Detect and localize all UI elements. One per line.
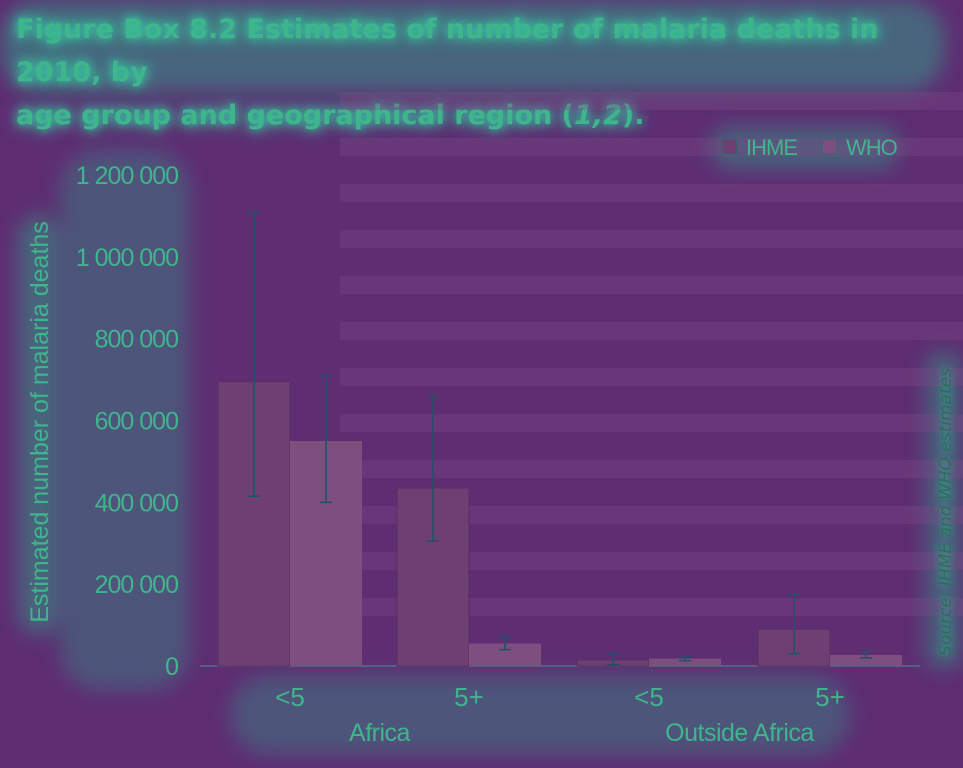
who-bar xyxy=(830,654,902,666)
background-stripe xyxy=(340,276,963,294)
figure-label: Figure Box 8.2 xyxy=(16,14,238,45)
background-stripe xyxy=(340,184,963,202)
y-tick-label: 1 200 000 xyxy=(76,162,178,190)
background-stripe xyxy=(340,506,963,524)
source-text: IHME and WHO estimates xyxy=(936,368,956,587)
background-stripe xyxy=(340,368,963,386)
figure-refs: 1,2 xyxy=(574,100,622,131)
y-tick-label: 800 000 xyxy=(95,326,178,354)
background-stripe xyxy=(340,92,963,110)
figure-title-text: Estimates of number of malaria deaths in… xyxy=(16,14,879,88)
background-stripe xyxy=(340,460,963,478)
who-bar xyxy=(649,658,721,666)
y-tick-label: 400 000 xyxy=(95,489,178,517)
x-tick-label: <5 xyxy=(634,682,664,712)
background-stripe xyxy=(340,138,963,156)
y-tick-label: 1 000 000 xyxy=(76,244,178,272)
background-stripe xyxy=(340,552,963,570)
group-label: Outside Africa xyxy=(665,719,814,747)
legend-swatch xyxy=(721,138,738,155)
source-note: Source: IHME and WHO estimates xyxy=(936,368,956,656)
group-label: Africa xyxy=(349,719,411,747)
figure-title-line2: age group and geographical region ( xyxy=(16,100,575,131)
x-tick-label: 5+ xyxy=(815,682,845,712)
y-tick-label: 600 000 xyxy=(95,408,178,436)
background-stripe xyxy=(340,322,963,340)
y-axis-label: Estimated number of malaria deaths xyxy=(26,221,54,623)
source-label: Source: xyxy=(936,591,956,656)
x-tick-label: <5 xyxy=(275,682,305,712)
figure-title-close: ). xyxy=(621,100,645,131)
legend-label: WHO xyxy=(846,135,898,160)
legend-label: IHME xyxy=(746,135,797,160)
who-bar xyxy=(469,643,541,666)
background-stripe xyxy=(340,414,963,432)
y-tick-label: 0 xyxy=(165,653,178,681)
legend-swatch xyxy=(821,138,838,155)
x-tick-label: 5+ xyxy=(454,682,484,712)
figure-title: Figure Box 8.2 Estimates of number of ma… xyxy=(16,8,946,137)
background-stripe xyxy=(340,230,963,248)
y-tick-label: 200 000 xyxy=(95,571,178,599)
background-stripe xyxy=(340,598,963,616)
